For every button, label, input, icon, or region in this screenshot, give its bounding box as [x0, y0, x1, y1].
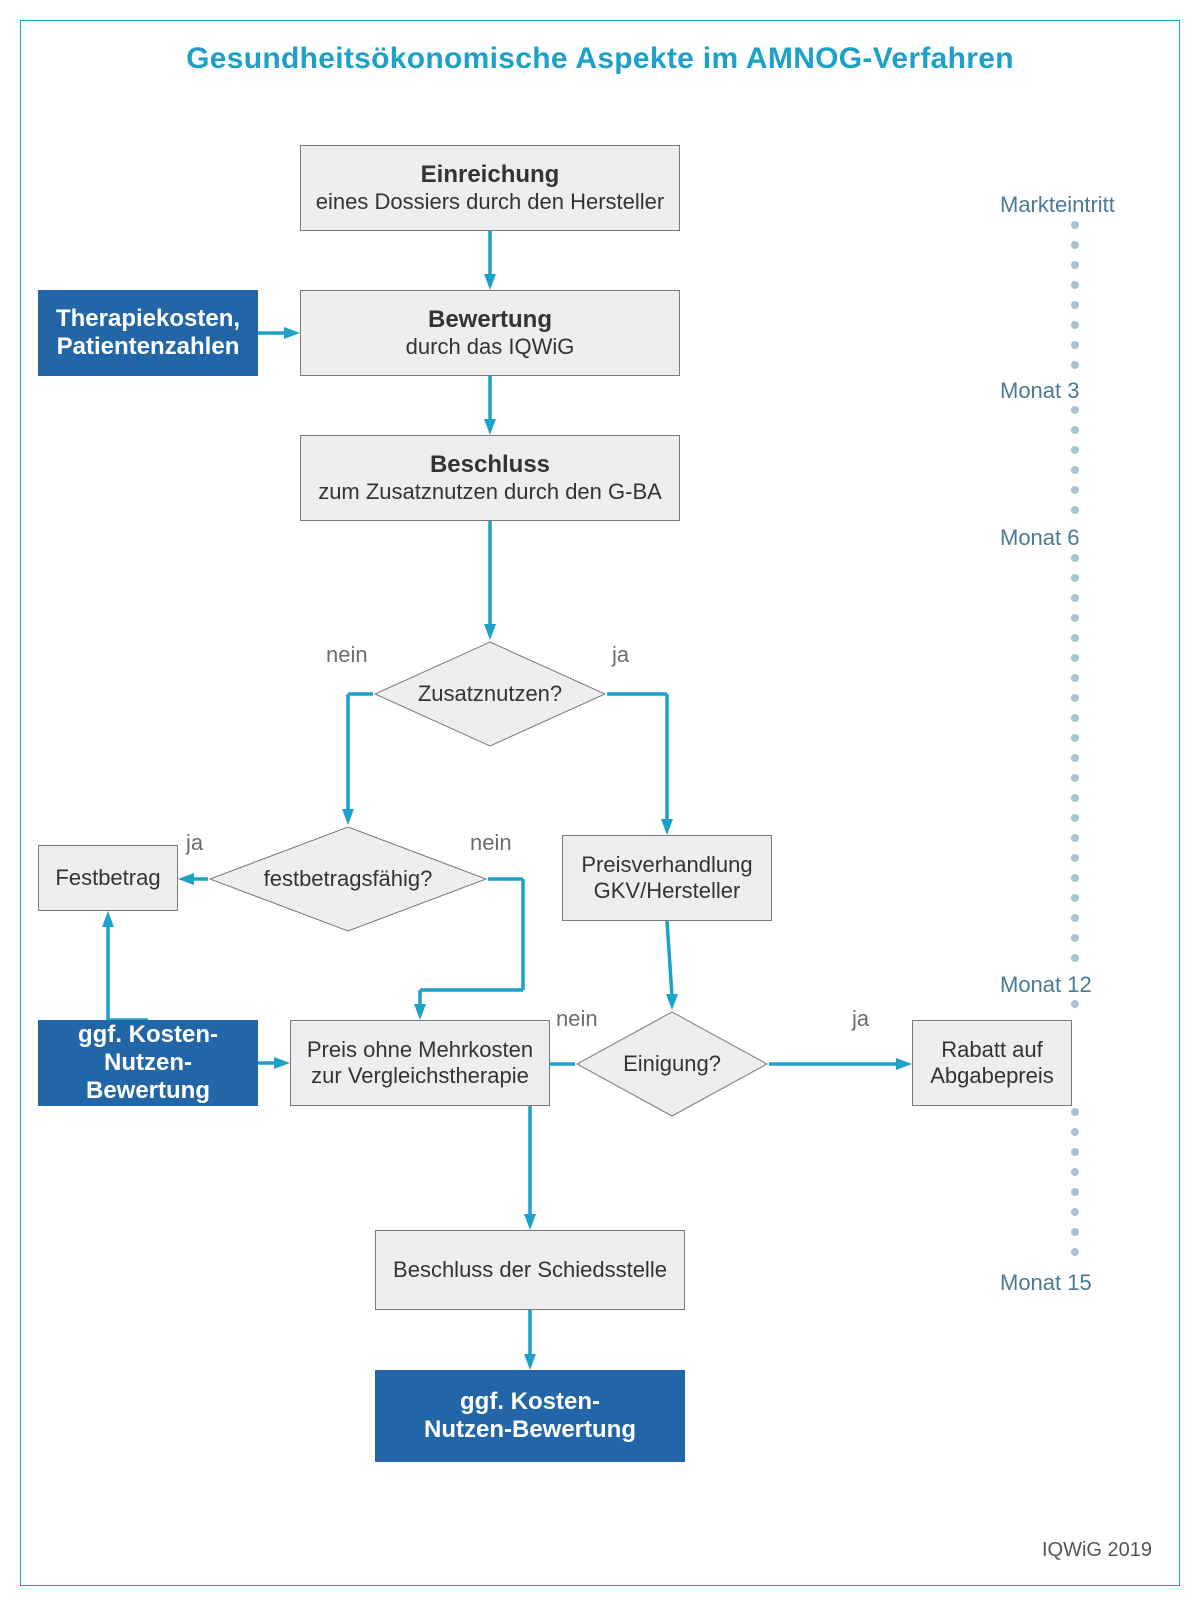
- box-therapiekosten-l2: Patientenzahlen: [57, 333, 240, 361]
- box-beschluss-gba-sub: zum Zusatznutzen durch den G-BA: [318, 479, 662, 505]
- box-preisverhandlung-l1: Preisverhandlung: [581, 852, 752, 878]
- box-rabatt-l2: Abgabepreis: [930, 1063, 1054, 1089]
- label-einigung-nein: nein: [556, 1006, 598, 1032]
- box-rabatt: Rabatt auf Abgabepreis: [912, 1020, 1072, 1106]
- box-einreichung-title: Einreichung: [421, 161, 560, 189]
- source-label: IQWiG 2019: [1042, 1539, 1152, 1562]
- timeline-markt: Markteintritt: [1000, 192, 1115, 218]
- label-festbetrag-ja: ja: [186, 830, 203, 856]
- box-knb-final-blue: ggf. Kosten- Nutzen-Bewertung: [375, 1370, 685, 1462]
- label-einigung-ja: ja: [852, 1006, 869, 1032]
- box-bewertung: Bewertung durch das IQWiG: [300, 290, 680, 376]
- box-festbetrag-label: Festbetrag: [55, 865, 160, 891]
- box-festbetrag: Festbetrag: [38, 845, 178, 911]
- box-schiedsstelle-label: Beschluss der Schiedsstelle: [393, 1257, 667, 1283]
- decision-einigung-label: Einigung?: [575, 1010, 769, 1118]
- page-title: Gesundheitsökonomische Aspekte im AMNOG-…: [0, 42, 1200, 76]
- box-preis-ohne: Preis ohne Mehrkosten zur Vergleichsther…: [290, 1020, 550, 1106]
- decision-zusatznutzen: Zusatznutzen?: [373, 640, 607, 748]
- box-beschluss-gba: Beschluss zum Zusatznutzen durch den G-B…: [300, 435, 680, 521]
- label-festbetrag-nein: nein: [470, 830, 512, 856]
- box-preis-ohne-l2: zur Vergleichstherapie: [311, 1063, 529, 1089]
- box-einreichung: Einreichung eines Dossiers durch den Her…: [300, 145, 680, 231]
- timeline-m3: Monat 3: [1000, 378, 1080, 404]
- box-therapiekosten: Therapiekosten, Patientenzahlen: [38, 290, 258, 376]
- box-knb-final-blue-l2: Nutzen-Bewertung: [424, 1416, 636, 1444]
- decision-zusatznutzen-label: Zusatznutzen?: [373, 640, 607, 748]
- timeline-m6: Monat 6: [1000, 525, 1080, 551]
- box-knb-blue-l2: Nutzen-Bewertung: [53, 1049, 243, 1105]
- decision-einigung: Einigung?: [575, 1010, 769, 1118]
- box-preisverhandlung-l2: GKV/Hersteller: [594, 878, 741, 904]
- label-zusatz-nein: nein: [326, 642, 368, 668]
- box-einreichung-sub: eines Dossiers durch den Hersteller: [316, 189, 665, 215]
- label-zusatz-ja: ja: [612, 642, 629, 668]
- box-beschluss-gba-title: Beschluss: [430, 451, 550, 479]
- box-bewertung-title: Bewertung: [428, 306, 552, 334]
- page: Gesundheitsökonomische Aspekte im AMNOG-…: [0, 0, 1200, 1606]
- box-knb-final-blue-l1: ggf. Kosten-: [460, 1388, 600, 1416]
- box-preisverhandlung: Preisverhandlung GKV/Hersteller: [562, 835, 772, 921]
- box-rabatt-l1: Rabatt auf: [941, 1037, 1043, 1063]
- decision-festbetragsfaehig-label: festbetragsfähig?: [208, 825, 488, 933]
- box-therapiekosten-l1: Therapiekosten,: [56, 305, 240, 333]
- box-bewertung-sub: durch das IQWiG: [406, 334, 575, 360]
- box-knb-blue: ggf. Kosten- Nutzen-Bewertung: [38, 1020, 258, 1106]
- box-preis-ohne-l1: Preis ohne Mehrkosten: [307, 1037, 533, 1063]
- timeline-m12: Monat 12: [1000, 972, 1092, 998]
- frame: [20, 20, 1180, 1586]
- timeline-m15: Monat 15: [1000, 1270, 1092, 1296]
- box-schiedsstelle: Beschluss der Schiedsstelle: [375, 1230, 685, 1310]
- box-knb-blue-l1: ggf. Kosten-: [78, 1021, 218, 1049]
- decision-festbetragsfaehig: festbetragsfähig?: [208, 825, 488, 933]
